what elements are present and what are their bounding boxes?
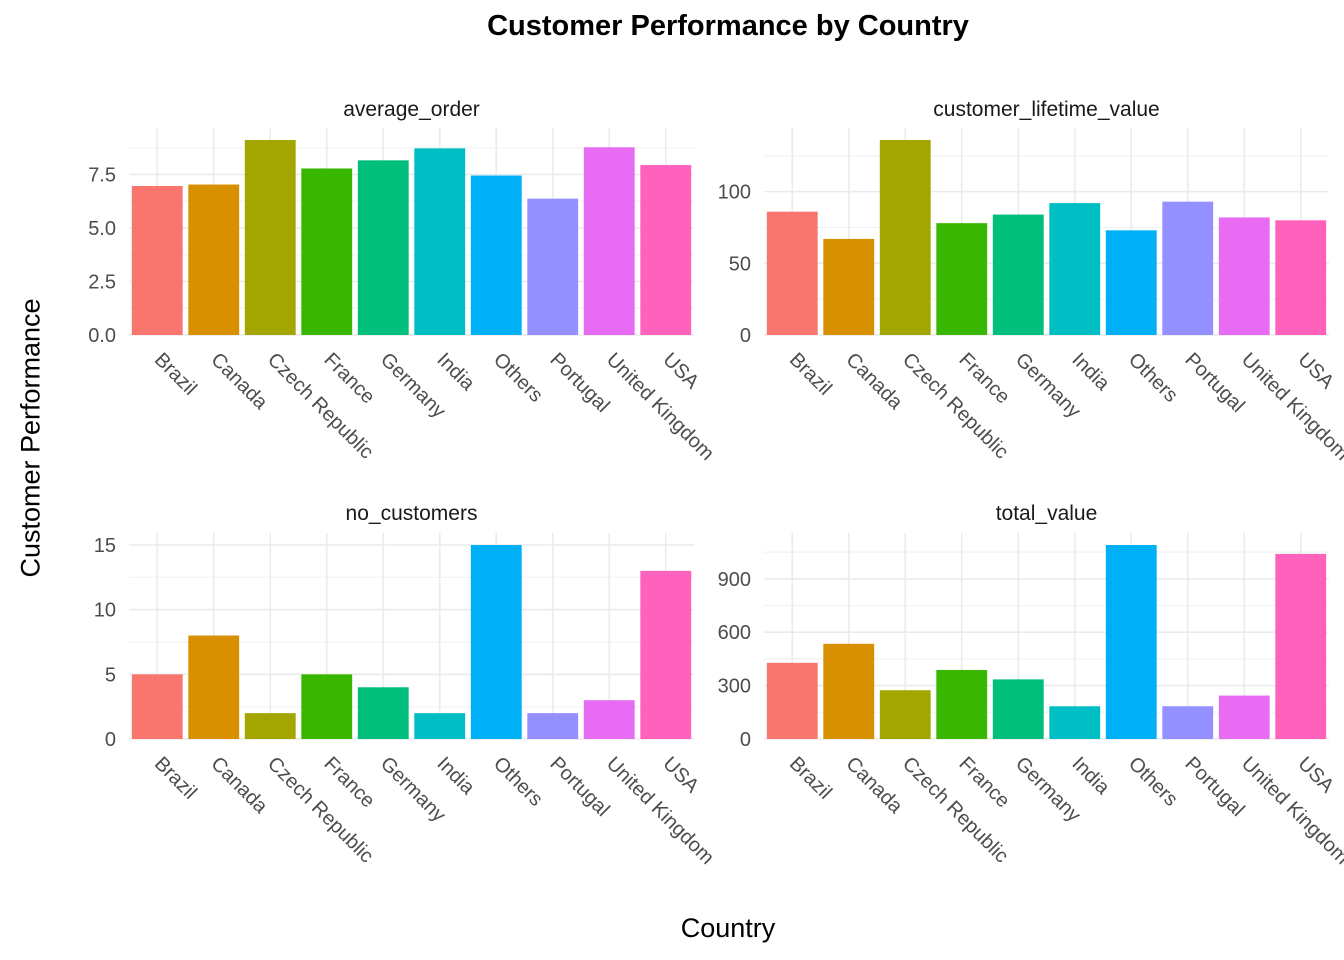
bar-average_order-portugal bbox=[527, 198, 579, 335]
bar-no_customers-germany bbox=[357, 687, 409, 739]
y-tick-label: 900 bbox=[718, 569, 751, 591]
bar-no_customers-france bbox=[301, 674, 353, 739]
facet-title: total_value bbox=[996, 502, 1098, 525]
bar-customer_lifetime_value-united-kingdom bbox=[1218, 217, 1270, 335]
bar-average_order-united-kingdom bbox=[583, 147, 635, 335]
bar-customer_lifetime_value-canada bbox=[823, 238, 875, 335]
x-tick-label: Others bbox=[1124, 753, 1182, 811]
y-tick-label: 5.0 bbox=[88, 218, 116, 240]
y-tick-label: 10 bbox=[94, 600, 116, 622]
bar-no_customers-brazil bbox=[131, 674, 183, 739]
facet-title: average_order bbox=[343, 98, 480, 121]
x-tick-label: India bbox=[1067, 753, 1114, 800]
y-tick-label: 15 bbox=[94, 535, 116, 557]
x-tick-label: Czech Republic bbox=[263, 753, 378, 868]
bar-average_order-germany bbox=[357, 160, 409, 335]
chart-title: Customer Performance by Country bbox=[487, 10, 969, 42]
bar-customer_lifetime_value-india bbox=[1049, 203, 1101, 335]
y-tick-label: 7.5 bbox=[88, 164, 116, 186]
x-tick-label: Portugal bbox=[545, 349, 613, 417]
bar-customer_lifetime_value-czech-republic bbox=[879, 140, 931, 335]
x-tick-label: Others bbox=[489, 349, 547, 407]
bar-average_order-france bbox=[301, 168, 353, 335]
x-tick-label: Brazil bbox=[785, 753, 836, 804]
x-tick-label: Portugal bbox=[1180, 349, 1248, 417]
bar-average_order-india bbox=[414, 148, 466, 335]
y-tick-label: 0 bbox=[740, 729, 751, 751]
bar-average_order-canada bbox=[188, 184, 240, 335]
bar-average_order-usa bbox=[640, 165, 692, 335]
bar-average_order-others bbox=[470, 175, 522, 335]
x-tick-label: Czech Republic bbox=[898, 349, 1013, 464]
bar-customer_lifetime_value-france bbox=[936, 223, 988, 335]
x-tick-label: Czech Republic bbox=[898, 753, 1013, 868]
bar-total_value-brazil bbox=[766, 662, 818, 739]
bar-total_value-india bbox=[1049, 706, 1101, 739]
bar-customer_lifetime_value-usa bbox=[1275, 220, 1327, 335]
x-tick-label: Brazil bbox=[150, 753, 201, 804]
x-tick-label: USA bbox=[658, 753, 703, 798]
x-tick-label: India bbox=[1067, 349, 1114, 396]
x-tick-label: United Kingdom bbox=[602, 349, 718, 465]
bar-customer_lifetime_value-portugal bbox=[1162, 201, 1214, 335]
x-tick-label: Canada bbox=[206, 753, 272, 819]
bar-no_customers-czech-republic bbox=[244, 713, 296, 739]
bar-no_customers-portugal bbox=[527, 713, 579, 739]
x-tick-label: Canada bbox=[206, 349, 272, 415]
bar-total_value-canada bbox=[823, 643, 875, 739]
bar-total_value-portugal bbox=[1162, 706, 1214, 739]
y-tick-label: 5 bbox=[105, 664, 116, 686]
bar-total_value-usa bbox=[1275, 553, 1327, 739]
bar-total_value-czech-republic bbox=[879, 690, 931, 739]
x-tick-label: Brazil bbox=[785, 349, 836, 400]
x-tick-label: India bbox=[432, 349, 479, 396]
bar-customer_lifetime_value-brazil bbox=[766, 211, 818, 335]
x-axis-title: Country bbox=[680, 913, 776, 943]
bar-average_order-czech-republic bbox=[244, 140, 296, 335]
y-tick-label: 2.5 bbox=[88, 271, 116, 293]
bar-no_customers-others bbox=[470, 545, 522, 739]
bar-total_value-germany bbox=[992, 679, 1044, 739]
y-tick-label: 100 bbox=[718, 182, 751, 204]
y-tick-label: 600 bbox=[718, 622, 751, 644]
facet-title: no_customers bbox=[346, 502, 478, 525]
bar-customer_lifetime_value-others bbox=[1105, 230, 1157, 335]
bar-total_value-united-kingdom bbox=[1218, 695, 1270, 739]
bar-no_customers-usa bbox=[640, 570, 692, 739]
bar-total_value-france bbox=[936, 669, 988, 739]
x-tick-label: United Kingdom bbox=[1237, 349, 1344, 465]
y-tick-label: 300 bbox=[718, 676, 751, 698]
x-tick-label: Brazil bbox=[150, 349, 201, 400]
x-tick-label: Others bbox=[1124, 349, 1182, 407]
x-tick-label: United Kingdom bbox=[1237, 753, 1344, 869]
x-tick-label: Czech Republic bbox=[263, 349, 378, 464]
x-tick-label: USA bbox=[658, 349, 703, 394]
bar-no_customers-united-kingdom bbox=[583, 700, 635, 739]
bar-total_value-others bbox=[1105, 545, 1157, 739]
y-tick-label: 50 bbox=[729, 253, 751, 275]
bar-no_customers-canada bbox=[188, 635, 240, 739]
x-tick-label: Portugal bbox=[545, 753, 613, 821]
x-tick-label: USA bbox=[1293, 753, 1338, 798]
x-tick-label: USA bbox=[1293, 349, 1338, 394]
x-tick-label: Canada bbox=[841, 753, 907, 819]
x-tick-label: United Kingdom bbox=[602, 753, 718, 869]
y-tick-label: 0 bbox=[105, 729, 116, 751]
x-tick-label: Portugal bbox=[1180, 753, 1248, 821]
x-tick-label: Canada bbox=[841, 349, 907, 415]
y-tick-label: 0 bbox=[740, 325, 751, 347]
facet-title: customer_lifetime_value bbox=[933, 98, 1159, 121]
x-tick-label: Others bbox=[489, 753, 547, 811]
bar-no_customers-india bbox=[414, 713, 466, 739]
bar-customer_lifetime_value-germany bbox=[992, 214, 1044, 335]
bar-average_order-brazil bbox=[131, 186, 183, 335]
y-tick-label: 0.0 bbox=[88, 325, 116, 347]
x-tick-label: India bbox=[432, 753, 479, 800]
